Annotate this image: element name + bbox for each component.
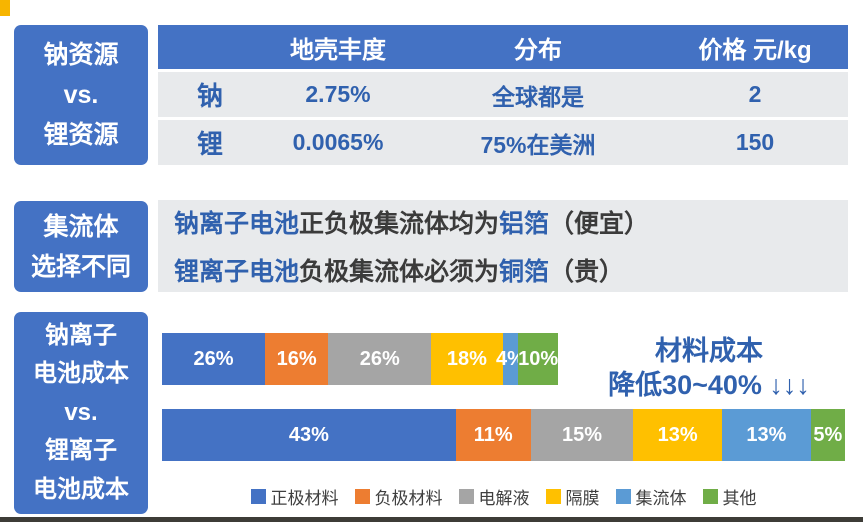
text-segment: 铜箔 — [499, 258, 550, 286]
bar-lithium-cost: 43% 11% 15% 13% 13% 5% — [162, 409, 845, 461]
table-header-cell: 价格 元/kg — [662, 25, 848, 69]
text-segment: （贵） — [549, 258, 625, 286]
bar-segment-label: 13% — [746, 423, 787, 446]
bar-segment-label: 26% — [193, 347, 234, 370]
bar-segment-label: 11% — [473, 423, 513, 446]
panel-line: 钠资源 — [43, 41, 119, 69]
legend-label: 正极材料 — [270, 489, 339, 508]
bar-segment-集流体: 13% — [722, 409, 811, 461]
collector-line-lithium: 锂离子电池负极集流体必须为铜箔（贵） — [174, 252, 848, 288]
table-cell: 全球都是 — [414, 72, 662, 117]
legend-swatch — [615, 489, 631, 504]
legend-label: 电解液 — [478, 489, 530, 508]
bar-segment-label: 16% — [276, 347, 317, 370]
table-header-row: 地壳丰度 分布 价格 元/kg — [158, 25, 848, 69]
table-cell: 2 — [662, 72, 848, 117]
panel-line: 电池成本 — [33, 475, 129, 503]
bar-segment-其他: 10% — [518, 333, 558, 385]
panel-line: 集流体 — [43, 212, 119, 241]
legend-label: 其他 — [722, 489, 757, 508]
legend-item: 集流体 — [615, 484, 687, 509]
text-segment: 负极集流体必须为 — [299, 258, 500, 286]
bar-segment-label: 13% — [657, 423, 698, 446]
legend-swatch — [545, 489, 561, 504]
legend-item: 隔膜 — [545, 484, 600, 509]
legend-item: 正极材料 — [250, 484, 339, 509]
bar-segment-正极材料: 26% — [162, 333, 265, 385]
panel-cost-title: 钠离子 电池成本 vs. 锂离子 电池成本 — [14, 312, 148, 514]
bar-segment-隔膜: 18% — [431, 333, 503, 385]
legend-item: 其他 — [702, 484, 757, 509]
bar-sodium-cost: 26% 16% 26% 18% 4% 10% — [162, 333, 558, 385]
bar-segment-label: 26% — [359, 347, 400, 370]
legend-swatch — [702, 489, 718, 504]
resources-table: 地壳丰度 分布 价格 元/kg 钠 2.75% 全球都是 2 锂 0.0065%… — [158, 22, 848, 168]
table-cell: 150 — [662, 120, 848, 165]
panel-line: 选择不同 — [30, 252, 131, 281]
bar-segment-label: 18% — [446, 347, 487, 370]
bar-segment-负极材料: 16% — [264, 333, 329, 385]
panel-line: vs. — [64, 398, 98, 426]
legend-item: 负极材料 — [354, 484, 443, 509]
table-cell: 钠 — [158, 72, 262, 117]
table-row-sodium: 钠 2.75% 全球都是 2 — [158, 72, 848, 117]
legend-swatch — [458, 489, 474, 504]
collector-line-sodium: 钠离子电池正负极集流体均为铝箔（便宜） — [174, 204, 848, 240]
bar-segment-正极材料: 43% — [162, 409, 456, 461]
text-segment: 锂离子电池 — [174, 258, 300, 286]
text-segment: 铝箔 — [499, 210, 550, 238]
panel-line: 钠离子 — [45, 322, 117, 350]
annotation-line: 材料成本 — [655, 336, 763, 366]
legend-swatch — [250, 489, 266, 504]
bar-segment-label: 4% — [496, 347, 525, 370]
table-header-cell — [158, 25, 262, 69]
legend-label: 负极材料 — [374, 489, 443, 508]
bar-segment-label: 15% — [562, 423, 603, 446]
bar-segment-label: 10% — [518, 347, 559, 370]
text-segment: 钠离子电池 — [174, 210, 300, 238]
panel-line: 电池成本 — [33, 360, 129, 388]
table-header-cell: 分布 — [414, 25, 662, 69]
bar-segment-电解液: 26% — [328, 333, 432, 385]
corner-accent — [0, 0, 10, 16]
bar-segment-其他: 5% — [810, 409, 845, 461]
legend-item: 电解液 — [458, 484, 530, 509]
panel-line: vs. — [63, 81, 99, 109]
table-cell: 0.0065% — [262, 120, 414, 165]
bar-segment-label: 5% — [813, 423, 843, 446]
table-cell: 锂 — [158, 120, 262, 165]
legend-label: 隔膜 — [565, 489, 600, 508]
panel-collector-title: 集流体 选择不同 — [14, 201, 148, 292]
annotation-line: 降低30~40% ↓↓↓ — [608, 370, 810, 400]
legend-label: 集流体 — [635, 489, 687, 508]
text-segment: 正负极集流体均为 — [299, 210, 500, 238]
table-cell: 75%在美洲 — [414, 120, 662, 165]
table-cell: 2.75% — [262, 72, 414, 117]
bar-segment-集流体: 4% — [496, 333, 525, 385]
cost-reduction-annotation: 材料成本 降低30~40% ↓↓↓ — [565, 334, 853, 402]
collector-note: 钠离子电池正负极集流体均为铝箔（便宜） 锂离子电池负极集流体必须为铜箔（贵） — [158, 200, 848, 292]
bar-segment-隔膜: 13% — [633, 409, 723, 461]
chart-legend: 正极材料 负极材料 电解液 隔膜 集流体 其他 — [162, 484, 845, 509]
table-header-cell: 地壳丰度 — [262, 25, 414, 69]
panel-resources-title: 钠资源 vs. 锂资源 — [14, 25, 148, 165]
bar-segment-负极材料: 11% — [455, 409, 531, 461]
bar-segment-label: 43% — [288, 423, 329, 446]
text-segment: （便宜） — [549, 210, 650, 238]
table-row-lithium: 锂 0.0065% 75%在美洲 150 — [158, 120, 848, 165]
panel-line: 锂资源 — [43, 121, 119, 149]
bar-segment-电解液: 15% — [530, 409, 634, 461]
panel-line: 锂离子 — [45, 437, 117, 465]
bottom-edge-strip — [0, 517, 863, 522]
legend-swatch — [354, 489, 370, 504]
